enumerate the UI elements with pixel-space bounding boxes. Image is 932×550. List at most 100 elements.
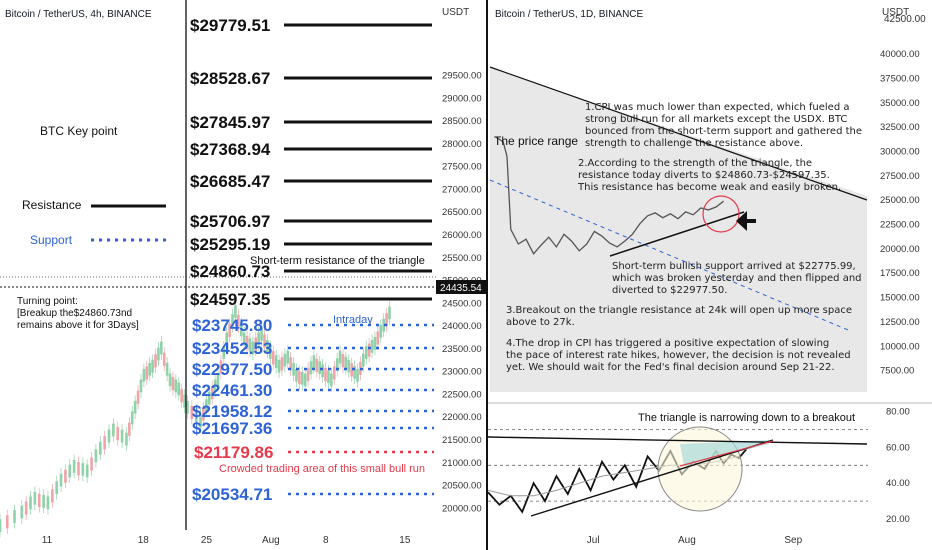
candle-body — [385, 313, 388, 327]
right-top-tick: 42500.00 — [884, 14, 926, 25]
left-y-tick: 26500.00 — [442, 207, 482, 218]
price-range-label: The price range — [494, 134, 578, 148]
candle-body — [145, 366, 149, 380]
candle-body — [280, 357, 284, 371]
note-3-line-2: above to 27k. — [506, 317, 575, 328]
daily-price-line — [495, 136, 724, 255]
resistance-level-label: $24860.73 — [190, 262, 270, 281]
candle-body — [205, 399, 208, 413]
candle-body — [90, 457, 93, 471]
turning-point-note: Turning point: [Breakup the$24860.73nd r… — [17, 296, 139, 331]
note-4-line-2: the pace of interest rate hikes, however… — [506, 350, 851, 361]
right-y-tick: 15000.00 — [880, 293, 920, 304]
resistance-level-label: $25295.19 — [190, 235, 270, 254]
note-3-line-1: 3.Breakout on the triangle resistance at… — [506, 305, 852, 316]
candle-body — [120, 429, 124, 443]
candle-body — [231, 314, 234, 328]
left-y-tick: 22000.00 — [442, 412, 482, 423]
candle-body — [139, 379, 143, 393]
left-y-tick: 27500.00 — [442, 162, 482, 173]
candle-body — [382, 318, 385, 332]
candle-body — [171, 376, 175, 391]
key-point-title: BTC Key point — [40, 124, 118, 138]
candle-body — [367, 343, 371, 357]
note-4: 4.The drop in CPI has triggered a positi… — [506, 338, 851, 373]
rsi-title: The triangle is narrowing down to a brea… — [638, 412, 855, 424]
candle-body — [248, 338, 252, 352]
left-y-tick: 23000.00 — [442, 367, 482, 378]
candle-body — [237, 314, 240, 328]
right-chart-panel: Bitcoin / TetherUS, 1D, BINANCE USDT 400… — [488, 0, 932, 550]
candle-body — [388, 306, 391, 320]
resistance-level-label: $26685.47 — [190, 172, 270, 191]
right-y-tick: 20000.00 — [880, 244, 920, 255]
candle-body — [219, 360, 223, 374]
candle-body — [379, 324, 383, 338]
right-y-tick: 37500.00 — [880, 73, 920, 84]
candle-body — [136, 390, 140, 404]
candle-body — [0, 519, 2, 533]
upper-trendline — [489, 66, 868, 201]
candle-body — [286, 350, 290, 364]
legend-support-label: Support — [30, 233, 73, 247]
candle-body — [269, 346, 272, 359]
candle-body — [199, 414, 202, 428]
candle-body — [190, 405, 194, 420]
resistance-level-label: $27845.97 — [190, 113, 270, 132]
candle-body — [364, 346, 368, 359]
candle-body — [142, 368, 146, 382]
candle-body — [29, 496, 32, 510]
note-1-line-4: strength to challenge the resistance abo… — [585, 138, 803, 149]
resistance-level-label: $27368.94 — [190, 140, 271, 159]
candle-body — [194, 409, 198, 423]
candle-body — [94, 449, 98, 463]
candle-body — [251, 341, 255, 355]
candle-body — [271, 351, 275, 365]
candle-body — [335, 358, 339, 372]
candle-body — [177, 382, 181, 396]
candle-body — [266, 340, 269, 353]
rsi-upper-line — [488, 436, 868, 445]
support-level-label: $23745.80 — [192, 316, 272, 335]
left-y-tick: 24500.00 — [442, 298, 482, 309]
candle-body — [283, 353, 287, 367]
candle-body — [24, 501, 28, 515]
left-y-tick: 26000.00 — [442, 230, 482, 241]
right-x-tick: Sep — [784, 535, 802, 546]
bullish-support-line — [609, 211, 745, 257]
candle-body — [59, 473, 63, 487]
candle-body — [330, 373, 333, 387]
candle-body — [55, 481, 58, 495]
candle-body — [213, 379, 217, 393]
candle-body — [362, 353, 365, 367]
left-y-tick: 28500.00 — [442, 116, 482, 127]
candle-body — [180, 389, 183, 403]
candle-body — [289, 357, 292, 371]
candle-body — [321, 364, 324, 378]
candle-body — [37, 493, 41, 508]
right-y-tick: 40000.00 — [880, 49, 920, 60]
note-4-line-1: 4.The drop in CPI has triggered a positi… — [506, 338, 829, 349]
note-1-line-2: strong bull run for all markets except t… — [585, 114, 847, 125]
candle-body — [81, 463, 85, 476]
resistance-level-label: $29779.51 — [190, 16, 270, 35]
left-y-tick: 29500.00 — [442, 71, 482, 82]
left-y-tick: 29000.00 — [442, 93, 482, 104]
legend-resistance-label: Resistance — [22, 198, 82, 212]
candle-body — [5, 515, 9, 529]
rsi-highlight-circle — [657, 426, 743, 512]
candle-body — [46, 496, 50, 510]
candle-body — [112, 423, 115, 437]
candle-body — [274, 355, 278, 369]
candle-body — [20, 505, 24, 519]
candle-body — [245, 335, 249, 350]
candle-body — [77, 462, 80, 476]
resistance-level-label: $28528.67 — [190, 69, 270, 88]
left-y-tick: 27000.00 — [442, 184, 482, 195]
left-level-annotations: $29779.51 $28528.67 $27845.97 $27368.94 $266… — [190, 16, 434, 504]
candle-body — [350, 363, 354, 377]
arrow-head — [736, 211, 747, 231]
right-y-tick: 30000.00 — [880, 146, 920, 157]
candle-body — [344, 356, 348, 370]
candle-body — [254, 337, 258, 351]
